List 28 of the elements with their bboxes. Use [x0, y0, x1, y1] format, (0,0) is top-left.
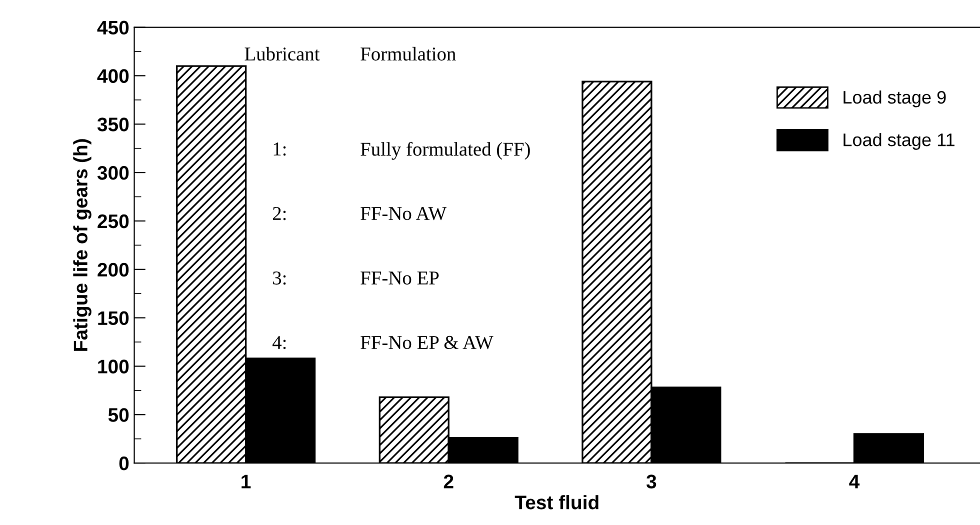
x-axis-title: Test fluid [514, 495, 598, 510]
y-tick-label: 0 [119, 456, 129, 470]
y-tick-label: 200 [98, 262, 129, 277]
annotation: 2: [272, 207, 286, 220]
x-tick-label: 2 [444, 474, 454, 488]
annotation: Fully formulated (FF) [360, 142, 530, 160]
x-tick-label: 3 [646, 474, 656, 488]
annotation: FF-No AW [360, 207, 447, 220]
x-tick-label: 4 [849, 474, 860, 488]
y-tick-label: 150 [98, 311, 129, 326]
y-tick-label: 100 [98, 360, 129, 374]
y-tick-label: 250 [98, 214, 129, 228]
y-tick-label: 400 [97, 69, 129, 83]
legend-label: Load stage 11 [844, 132, 954, 150]
y-tick-label: 350 [97, 118, 129, 132]
legend-label: Load stage 9 [844, 90, 946, 108]
annotation: 1: [274, 142, 286, 156]
annotation: FF-No EP & AW [360, 336, 494, 350]
annotation: Lubricant [244, 46, 320, 61]
annotation: 4: [272, 336, 286, 350]
y-tick-label: 450 [97, 20, 129, 35]
annotation: FF-No EP [360, 272, 439, 285]
y-tick-label: 300 [97, 166, 129, 180]
annotation: Formulation [360, 46, 456, 61]
y-tick-label: 50 [108, 408, 129, 422]
x-tick-label: 1 [242, 474, 251, 488]
y-axis-title: Fatigue life of gears (h) [73, 139, 92, 351]
annotation: 3: [273, 272, 286, 285]
